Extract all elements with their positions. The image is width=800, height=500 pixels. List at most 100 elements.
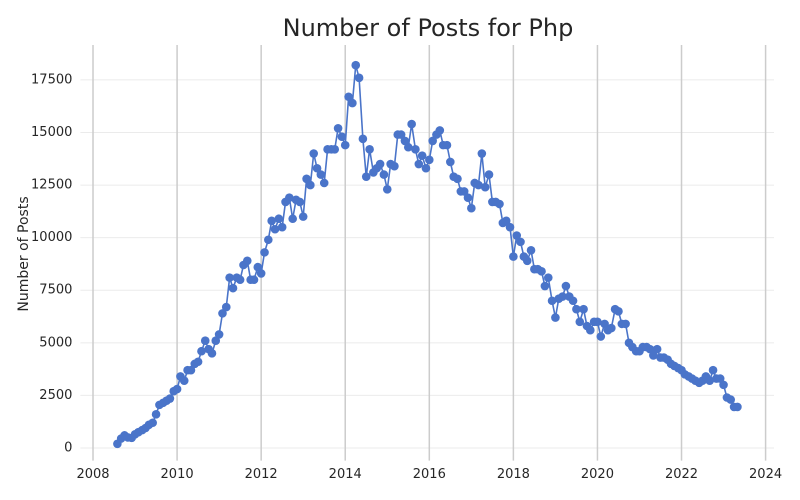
point [708, 365, 718, 375]
point [568, 296, 578, 306]
point [354, 73, 364, 83]
point [200, 336, 210, 346]
point [572, 304, 581, 314]
point [512, 231, 522, 240]
point [543, 273, 553, 282]
point [306, 180, 315, 190]
point [396, 130, 406, 139]
point [526, 245, 536, 255]
point [302, 174, 311, 184]
x-tick-label: 2008 [76, 467, 109, 482]
point [256, 269, 266, 278]
point [249, 275, 259, 285]
point [351, 60, 361, 70]
point [382, 184, 392, 194]
point [274, 214, 284, 224]
point [179, 376, 189, 385]
point [715, 374, 725, 383]
point [505, 222, 515, 232]
point [614, 306, 623, 316]
point [165, 394, 175, 403]
point [253, 262, 263, 272]
point [407, 119, 416, 129]
point [151, 410, 161, 419]
point [551, 313, 560, 322]
point [211, 336, 221, 346]
y-tick-label: 10000 [31, 230, 72, 245]
point [365, 145, 374, 154]
line [116, 65, 738, 445]
point [172, 384, 182, 394]
point [330, 145, 340, 154]
point [235, 275, 245, 285]
point [207, 349, 217, 358]
point [316, 170, 326, 179]
point [309, 149, 319, 158]
point [501, 216, 511, 226]
point [225, 273, 234, 282]
point [277, 222, 287, 232]
point [435, 126, 445, 135]
point [593, 317, 602, 327]
point [726, 395, 736, 404]
point [621, 319, 630, 329]
point [260, 248, 269, 257]
point [446, 157, 455, 167]
point [600, 319, 609, 329]
y-tick-label: 7500 [39, 283, 72, 298]
chart-title: Number of Posts for Php [283, 14, 574, 42]
point [197, 346, 206, 356]
y-tick-label: 17500 [31, 72, 72, 87]
point [547, 296, 557, 306]
point [400, 136, 410, 146]
point [267, 216, 276, 226]
point [428, 136, 437, 146]
point [596, 332, 606, 341]
point [375, 159, 385, 169]
point [607, 323, 616, 333]
y-tick-label: 5000 [39, 335, 72, 350]
point [484, 170, 494, 179]
point [540, 281, 550, 291]
y-tick-label: 2500 [39, 388, 72, 403]
x-tick-label: 2024 [749, 467, 782, 482]
x-tick-label: 2012 [245, 467, 278, 482]
point [340, 140, 350, 150]
point [348, 98, 357, 108]
point [390, 161, 399, 171]
point [561, 281, 571, 291]
point [459, 187, 469, 196]
point [705, 376, 714, 385]
x-tick-label: 2010 [161, 467, 194, 482]
point [270, 224, 280, 234]
point [221, 302, 231, 312]
point [425, 155, 434, 165]
y-tick-label: 15000 [31, 125, 72, 140]
point [218, 309, 227, 318]
point [733, 402, 742, 412]
point [558, 292, 567, 301]
x-tick-label: 2020 [581, 467, 614, 482]
y-tick-label: 12500 [31, 178, 72, 193]
x-tick-label: 2018 [497, 467, 530, 482]
point [495, 199, 504, 209]
point [312, 163, 322, 173]
point [522, 256, 532, 266]
point [586, 325, 595, 335]
point [344, 92, 353, 102]
point [361, 172, 371, 181]
point [417, 151, 427, 160]
point [575, 317, 585, 327]
y-axis-label: Number of Posts [16, 196, 32, 311]
point [579, 304, 588, 314]
point [379, 170, 389, 179]
point [264, 235, 273, 245]
point [358, 134, 368, 144]
y-tick-label: 0 [64, 440, 72, 455]
x-tick-label: 2016 [413, 467, 446, 482]
point [337, 132, 347, 142]
point [421, 163, 431, 173]
point [645, 344, 655, 354]
point [333, 124, 343, 133]
